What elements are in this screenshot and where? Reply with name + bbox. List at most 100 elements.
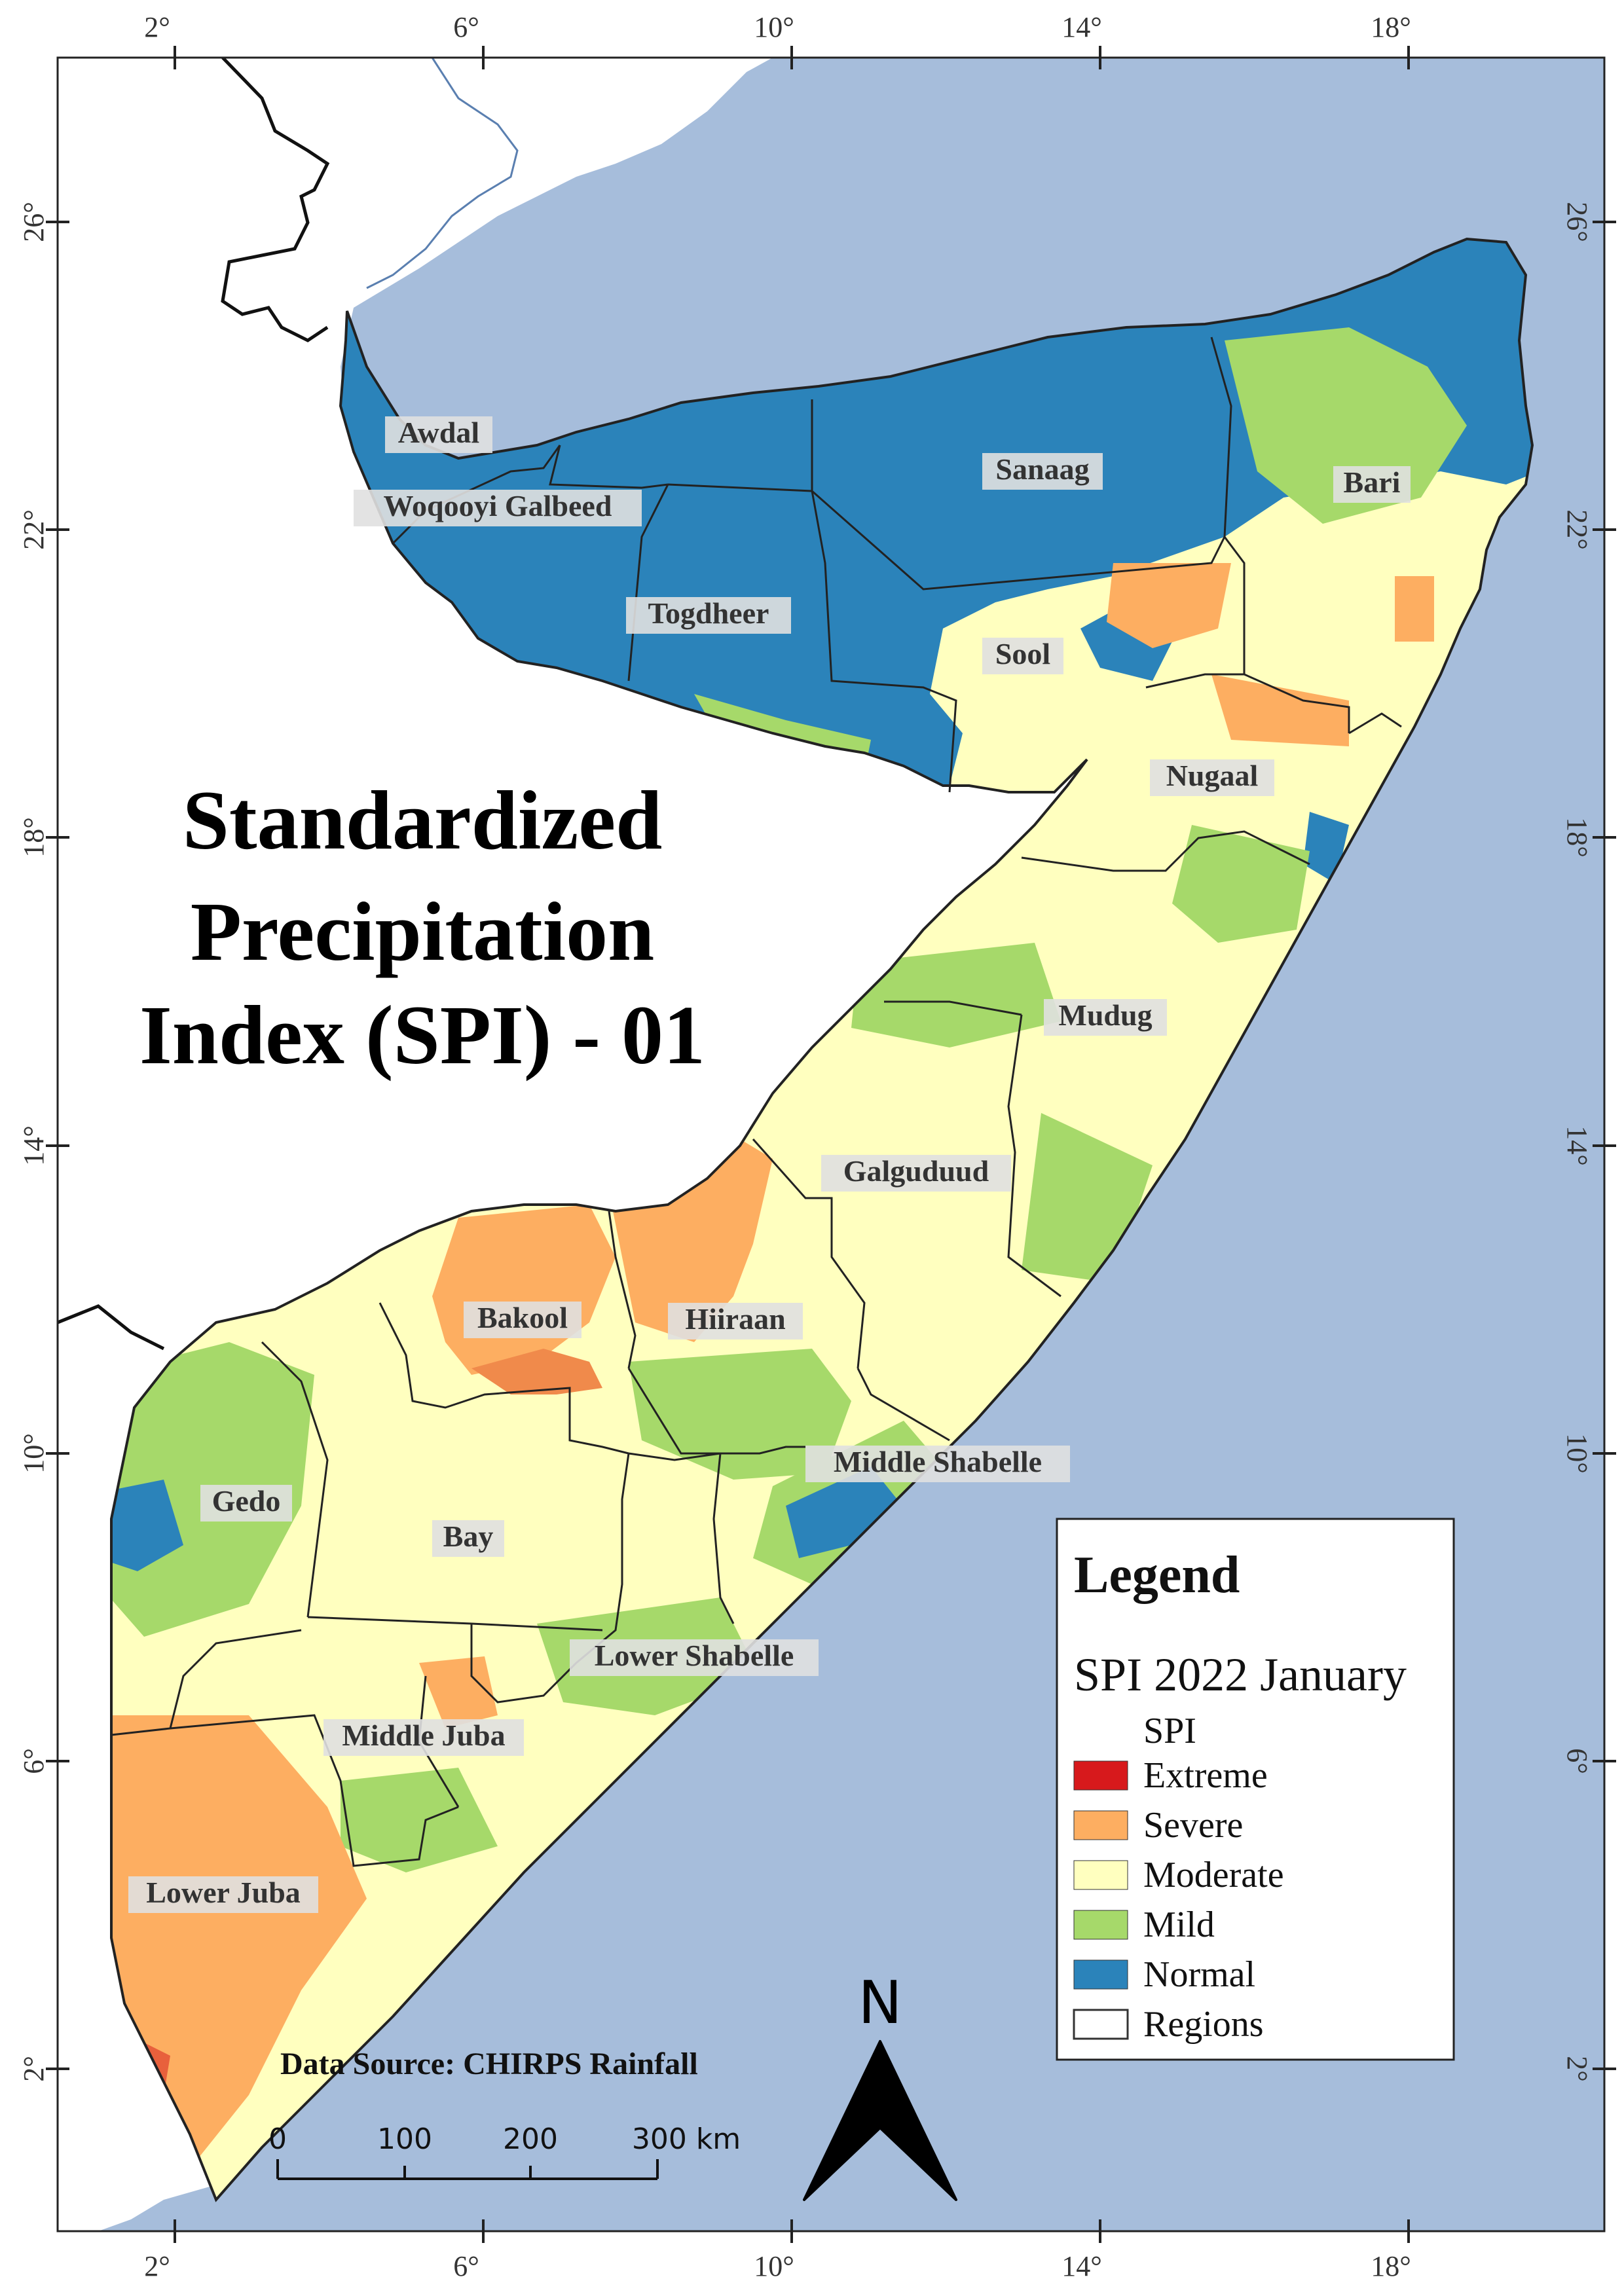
international-border	[221, 58, 330, 342]
region-label-middle-juba: Middle Juba	[342, 1719, 505, 1752]
severe-zone	[1395, 576, 1434, 642]
lon-label-bottom: 2°	[144, 2250, 170, 2282]
international-border	[58, 1304, 165, 1351]
boundary-mudug-galguduud	[884, 1000, 1022, 1016]
region-labels: Awdal Woqooyi Galbeed Togdheer Sanaag So…	[128, 416, 1411, 1913]
legend-label-normal: Normal	[1143, 1954, 1255, 1995]
title-line-3: Index (SPI) - 01	[139, 989, 705, 1082]
boundary-sanaag-sool	[811, 490, 1226, 591]
legend-layer-name: SPI 2022 January	[1074, 1649, 1407, 1701]
normal-zone	[111, 1480, 183, 1571]
legend: Legend SPI 2022 January SPI Extreme Sever…	[1056, 1518, 1455, 2061]
north-arrow-icon	[803, 2040, 957, 2201]
legend-swatch-severe	[1073, 1810, 1128, 1840]
legend-heading: Legend	[1074, 1546, 1240, 1604]
region-label-nugaal: Nugaal	[1166, 759, 1259, 792]
lat-label-left: 18°	[18, 817, 50, 858]
mild-zone	[851, 943, 1061, 1048]
label-backdrop	[570, 1639, 819, 1676]
boundary-woqooyi-togdheer	[549, 445, 669, 489]
boundary-gedo-bay	[307, 1616, 603, 1631]
boundary-bari-sanaag-sool	[1210, 337, 1350, 733]
label-backdrop	[200, 1485, 292, 1522]
scale-label: 200	[503, 2123, 558, 2156]
legend-swatch-regions	[1073, 2009, 1129, 2040]
north-letter: N	[858, 1969, 902, 2037]
lat-label-left: 22°	[18, 509, 50, 550]
gulf-coastline	[366, 58, 519, 289]
label-backdrop	[626, 597, 791, 634]
boundary-togdheer-sool	[811, 490, 957, 793]
boundary-sool-nugaal	[1145, 673, 1244, 689]
lat-label-right: 2°	[1561, 2056, 1593, 2082]
region-label-bakool: Bakool	[477, 1301, 568, 1334]
legend-swatches: Extreme Severe Moderate Mild Normal Regions	[1073, 1755, 1284, 2045]
boundary-gedo-bakool	[261, 1341, 329, 1618]
label-backdrop	[821, 1155, 1011, 1192]
lat-label-right: 14°	[1561, 1125, 1593, 1166]
north-arrow: N	[803, 1969, 957, 2201]
lat-label-right: 22°	[1561, 509, 1593, 550]
boundary-lowerjuba-middlejuba	[170, 1714, 459, 1867]
legend-label-regions: Regions	[1143, 2004, 1264, 2045]
lat-label-left: 14°	[18, 1125, 50, 1166]
boundary-hiiraan-middleshabelle-east	[857, 1368, 950, 1442]
lat-label-left: 26°	[18, 202, 50, 242]
region-label-hiiraan: Hiiraan	[685, 1302, 785, 1336]
boundary-bakool-bay	[378, 1302, 629, 1455]
boundary-hiiraan-middleshabelle	[627, 1368, 720, 1455]
lat-label-right: 18°	[1561, 817, 1593, 858]
region-label-middle-shabelle: Middle Shabelle	[834, 1445, 1042, 1478]
lat-label-left: 2°	[18, 2056, 50, 2082]
lon-label-bottom: 10°	[754, 2250, 794, 2282]
data-source-note: Data Source: CHIRPS Rainfall	[280, 2047, 698, 2081]
scale-label: 100	[377, 2123, 432, 2156]
legend-swatch-moderate	[1073, 1860, 1128, 1890]
lon-label-top: 14°	[1061, 11, 1102, 43]
scale-label: 0	[268, 2123, 287, 2156]
title-line-2: Precipitation	[191, 885, 655, 978]
lon-label-bottom: 14°	[1061, 2250, 1102, 2282]
lon-label-bottom: 6°	[453, 2250, 479, 2282]
label-backdrop	[128, 1876, 318, 1913]
label-backdrop	[323, 1719, 524, 1756]
boundary-bakool-hiiraan	[608, 1211, 637, 1369]
lat-label-left: 10°	[18, 1433, 50, 1474]
lat-label-left: 6°	[18, 1748, 50, 1774]
legend-label-extreme: Extreme	[1143, 1755, 1268, 1796]
graticule-ticks	[46, 46, 1616, 2243]
neighbouring-land	[58, 58, 1087, 2231]
region-label-woqooyi-galbeed: Woqooyi Galbeed	[384, 489, 612, 522]
label-backdrop	[385, 416, 492, 453]
region-label-gedo: Gedo	[212, 1484, 281, 1518]
lon-label-bottom: 18°	[1371, 2250, 1411, 2282]
boundary-galguduud-hiiraan	[752, 1139, 866, 1369]
severe-zone	[419, 1656, 498, 1728]
label-backdrop	[1044, 999, 1167, 1036]
lon-label-top: 2°	[144, 11, 170, 43]
region-label-sanaag: Sanaag	[995, 452, 1089, 486]
boundary-gedo-lowerjuba	[111, 1629, 302, 1736]
label-backdrop	[982, 638, 1063, 674]
region-boundaries	[111, 337, 1402, 1867]
region-label-bay: Bay	[443, 1520, 494, 1553]
legend-label-moderate: Moderate	[1143, 1855, 1284, 1895]
label-backdrop	[354, 490, 642, 526]
lon-label-top: 18°	[1371, 11, 1411, 43]
normal-zone	[786, 1467, 897, 1558]
label-backdrop	[1333, 466, 1411, 503]
label-backdrop	[464, 1302, 581, 1338]
scale-label: 300 km	[632, 2123, 741, 2156]
boundary-nugaal-mudug	[1021, 830, 1310, 872]
mild-zone	[1172, 825, 1310, 943]
legend-swatch-mild	[1073, 1910, 1128, 1940]
scale-bar: 0 100 200 300 km	[268, 2123, 741, 2180]
boundary-galguduud-mudug	[1007, 1014, 1061, 1298]
severe-zone	[1107, 563, 1231, 648]
longitude-labels: 2° 6° 10° 14° 18° 2° 6° 10° 14° 18°	[144, 11, 1411, 2282]
region-label-awdal: Awdal	[398, 416, 479, 449]
label-backdrop	[1150, 759, 1274, 796]
latitude-labels: 26° 22° 18° 14° 10° 6° 2° 26° 22° 18° 14…	[18, 202, 1593, 2082]
scale-line	[276, 2159, 659, 2180]
